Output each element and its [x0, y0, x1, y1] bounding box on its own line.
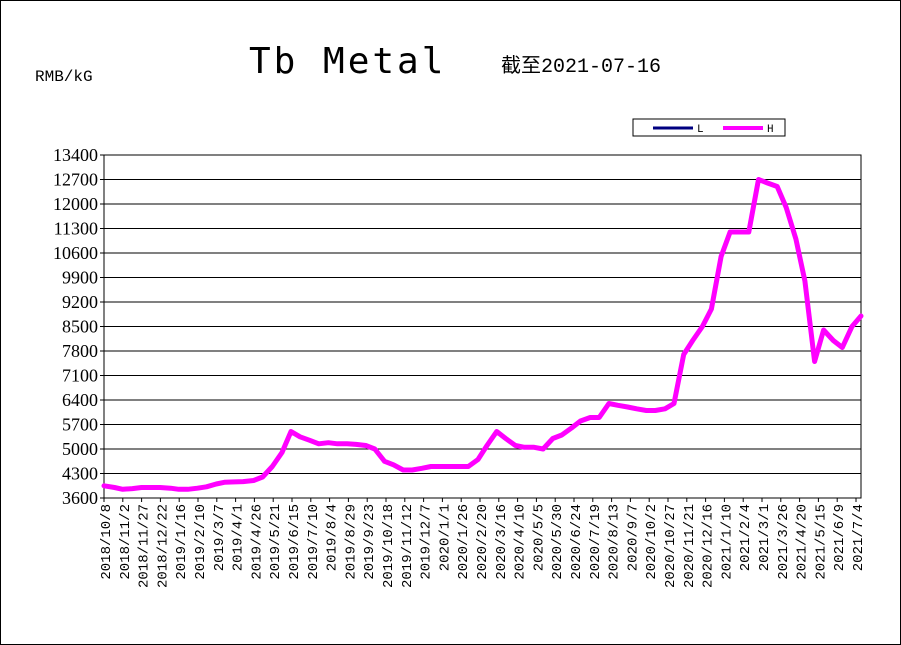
x-tick-label: 2020/11/21: [682, 504, 698, 588]
y-tick-label: 3600: [62, 488, 98, 508]
x-tick-label: 2020/2/20: [475, 504, 491, 580]
y-tick-label: 10600: [53, 243, 98, 263]
y-tick-label: 12700: [53, 170, 98, 190]
y-tick-label: 5000: [62, 439, 98, 459]
chart-date-subtitle: 截至2021-07-16: [501, 54, 661, 79]
x-tick-label: 2018/11/2: [118, 504, 134, 580]
legend-label-l: L: [697, 124, 704, 136]
x-tick-label: 2019/5/21: [268, 504, 284, 580]
y-tick-label: 5700: [62, 415, 98, 435]
y-tick-label: 8500: [62, 317, 98, 337]
x-tick-label: 2018/12/22: [155, 504, 171, 588]
x-tick-label: 2020/8/13: [607, 504, 623, 580]
x-tick-label: 2019/3/7: [212, 504, 228, 571]
x-tick-label: 2020/4/10: [513, 504, 529, 580]
x-tick-label: 2019/7/10: [306, 504, 322, 580]
y-tick-label: 9200: [62, 292, 98, 312]
x-tick-label: 2020/10/27: [663, 504, 679, 588]
y-axis-unit-label: RMB/kG: [35, 68, 93, 86]
x-tick-label: 2020/10/2: [644, 504, 660, 580]
x-tick-label: 2021/5/15: [813, 504, 829, 580]
y-tick-label: 6400: [62, 390, 98, 410]
x-tick-label: 2021/2/4: [738, 504, 754, 571]
x-tick-label: 2019/10/18: [381, 504, 397, 588]
y-tick-label: 9900: [62, 268, 98, 288]
chart-legend: L H: [632, 118, 786, 137]
x-tick-label: 2019/1/16: [174, 504, 190, 580]
legend-label-h: H: [767, 124, 774, 136]
legend-box: [632, 118, 786, 137]
y-tick-label: 11300: [54, 219, 98, 239]
y-tick-label: 4300: [62, 464, 98, 484]
x-tick-label: 2020/6/24: [569, 504, 585, 580]
x-tick-label: 2019/12/7: [419, 504, 435, 580]
x-tick-label: 2021/7/4: [851, 504, 867, 571]
x-tick-label: 2020/7/19: [588, 504, 604, 580]
x-tick-label: 2018/11/27: [137, 504, 153, 588]
x-tick-label: 2021/6/9: [832, 504, 848, 571]
x-tick-label: 2019/9/23: [362, 504, 378, 580]
y-tick-label: 12000: [53, 194, 98, 214]
x-tick-label: 2020/1/1: [437, 504, 453, 571]
y-tick-label: 13400: [53, 145, 98, 165]
chart-title: Tb Metal: [249, 41, 446, 82]
x-tick-label: 2020/1/26: [456, 504, 472, 580]
x-tick-label: 2020/12/16: [701, 504, 717, 588]
x-tick-label: 2019/11/12: [400, 504, 416, 588]
x-tick-label: 2020/9/7: [625, 504, 641, 571]
x-tick-label: 2020/3/16: [494, 504, 510, 580]
x-tick-label: 2019/4/26: [249, 504, 265, 580]
y-tick-label: 7100: [62, 366, 98, 386]
x-tick-label: 2021/4/20: [795, 504, 811, 580]
x-tick-label: 2019/4/1: [231, 504, 247, 571]
x-tick-label: 2019/2/10: [193, 504, 209, 580]
x-tick-label: 2020/5/30: [550, 504, 566, 580]
x-tick-label: 2021/3/1: [757, 504, 773, 571]
x-tick-label: 2020/5/5: [531, 504, 547, 571]
x-tick-label: 2021/1/10: [719, 504, 735, 580]
y-tick-label: 7800: [62, 341, 98, 361]
series-line-h: [101, 177, 864, 492]
x-tick-label: 2019/8/29: [343, 504, 359, 580]
x-tick-label: 2019/8/4: [325, 504, 341, 571]
x-tick-label: 2019/6/15: [287, 504, 303, 580]
x-tick-label: 2018/10/8: [99, 504, 115, 580]
x-tick-label: 2021/3/26: [776, 504, 792, 580]
